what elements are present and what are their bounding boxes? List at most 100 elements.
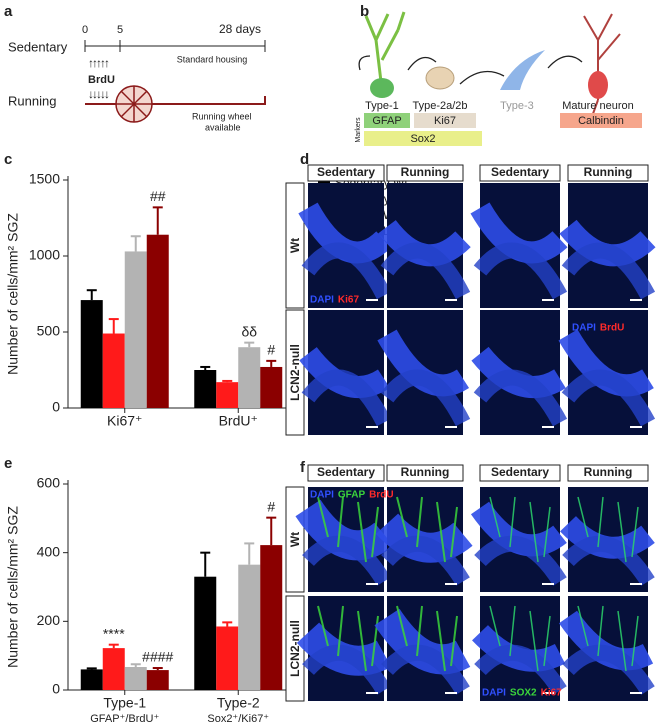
label: Running bbox=[8, 93, 56, 108]
cell-label: Type-2a/2b bbox=[412, 100, 467, 112]
marker-bar bbox=[364, 131, 482, 146]
row-header bbox=[285, 309, 305, 436]
arrows: ↑↑↑↑↑ bbox=[88, 56, 109, 70]
tissue bbox=[381, 535, 470, 586]
wheel bbox=[115, 85, 153, 123]
tissue bbox=[474, 644, 567, 695]
tissue bbox=[380, 242, 471, 300]
y-tick-label: 0 bbox=[52, 399, 60, 415]
tissue bbox=[381, 644, 470, 695]
fibers bbox=[489, 496, 551, 563]
column-header-label: Sedentary bbox=[317, 465, 375, 479]
cell-label: Type-1 bbox=[365, 100, 399, 112]
row-header-label: Wt bbox=[288, 532, 302, 547]
cell bbox=[588, 71, 608, 99]
bar bbox=[260, 366, 283, 408]
label: Running wheel bbox=[192, 111, 252, 121]
tissue bbox=[302, 535, 391, 586]
y-tick-label: 600 bbox=[37, 475, 61, 491]
cell bbox=[364, 11, 406, 91]
bar bbox=[238, 564, 261, 690]
column-header bbox=[386, 464, 464, 482]
marker: Calbindin bbox=[578, 115, 624, 127]
column-header bbox=[479, 464, 561, 482]
tissue bbox=[562, 535, 655, 586]
column-header bbox=[307, 464, 385, 482]
y-tick-label: 0 bbox=[52, 681, 60, 697]
stain-label: DAPI bbox=[572, 323, 596, 334]
fibers bbox=[577, 605, 639, 672]
cell-label: Mature neuron bbox=[562, 100, 634, 112]
column-header-label: Sedentary bbox=[317, 165, 375, 179]
column-header bbox=[479, 164, 561, 182]
fibers bbox=[489, 605, 551, 672]
cell bbox=[370, 78, 394, 98]
label: 28 days bbox=[219, 22, 261, 36]
panel-label: b bbox=[360, 3, 369, 20]
y-tick-label: 1000 bbox=[29, 247, 60, 263]
fibers bbox=[396, 605, 458, 672]
marker-bar bbox=[364, 113, 410, 128]
cell bbox=[583, 13, 621, 123]
marker: Sox2 bbox=[410, 133, 435, 145]
marker: Ki67 bbox=[434, 115, 456, 127]
y-axis-label: Number of cells/mm² SGZ bbox=[5, 506, 21, 668]
arrows: ↓↓↓↓↓ bbox=[88, 87, 109, 101]
x-tick-label: Type-2 bbox=[217, 695, 260, 711]
stain-label: Ki67 bbox=[338, 295, 360, 306]
bar bbox=[146, 234, 169, 408]
bar bbox=[80, 669, 103, 690]
annotation: ## bbox=[150, 188, 166, 204]
x-tick-sublabel: GFAP⁺/BrdU⁺ bbox=[90, 713, 159, 724]
annotation: # bbox=[267, 342, 275, 358]
marker-bar bbox=[414, 113, 476, 128]
y-axis-label: Number of cells/mm² SGZ bbox=[5, 213, 21, 375]
x-tick-label: Ki67⁺ bbox=[107, 413, 142, 429]
annotation: # bbox=[267, 498, 275, 514]
cell bbox=[425, 66, 455, 90]
marker: GFAP bbox=[372, 115, 401, 127]
column-header bbox=[307, 164, 385, 182]
tissue bbox=[302, 644, 391, 695]
panel-a: a Sedentary 0 5 28 days Standard housing… bbox=[4, 3, 266, 132]
panel-label: e bbox=[4, 455, 12, 472]
label: available bbox=[205, 122, 241, 132]
annotation: **** bbox=[103, 625, 125, 641]
stain-label: Ki67 bbox=[541, 688, 563, 699]
y-tick-label: 1500 bbox=[29, 171, 60, 187]
panel-b: b Type-1 Type-2a/2b Type-3 Mature neuron… bbox=[355, 3, 642, 146]
y-tick-label: 500 bbox=[37, 323, 61, 339]
arrow bbox=[358, 55, 583, 85]
cell-label: Type-3 bbox=[500, 100, 534, 112]
label: Markers bbox=[355, 117, 362, 143]
stain-label: BrdU bbox=[369, 490, 393, 501]
tissue bbox=[473, 242, 568, 300]
y-tick-label: 200 bbox=[37, 612, 61, 628]
panel-label: d bbox=[300, 151, 309, 168]
label: BrdU bbox=[88, 74, 115, 86]
bar bbox=[124, 251, 147, 408]
row-header-label: Wt bbox=[288, 238, 302, 253]
fibers bbox=[396, 496, 458, 563]
column-header-label: Running bbox=[401, 165, 450, 179]
tissue bbox=[561, 242, 656, 300]
x-tick-sublabel: Sox2⁺/Ki67⁺ bbox=[207, 713, 269, 724]
bar bbox=[260, 545, 283, 690]
fibers bbox=[577, 496, 639, 563]
label: 5 bbox=[117, 24, 123, 36]
column-header-label: Running bbox=[584, 165, 633, 179]
x-tick-label: BrdU⁺ bbox=[219, 413, 258, 429]
label: Standard housing bbox=[177, 54, 248, 64]
tissue bbox=[473, 369, 568, 427]
column-header bbox=[386, 164, 464, 182]
x-tick-label: Type-1 bbox=[103, 695, 146, 711]
stain-label: DAPI bbox=[482, 688, 506, 699]
row-header bbox=[285, 486, 305, 593]
tissue bbox=[561, 369, 656, 427]
column-header bbox=[567, 164, 649, 182]
stain-label: SOX2 bbox=[510, 688, 537, 699]
tissue bbox=[474, 535, 567, 586]
stain-label: DAPI bbox=[310, 295, 334, 306]
marker-bar bbox=[560, 113, 642, 128]
